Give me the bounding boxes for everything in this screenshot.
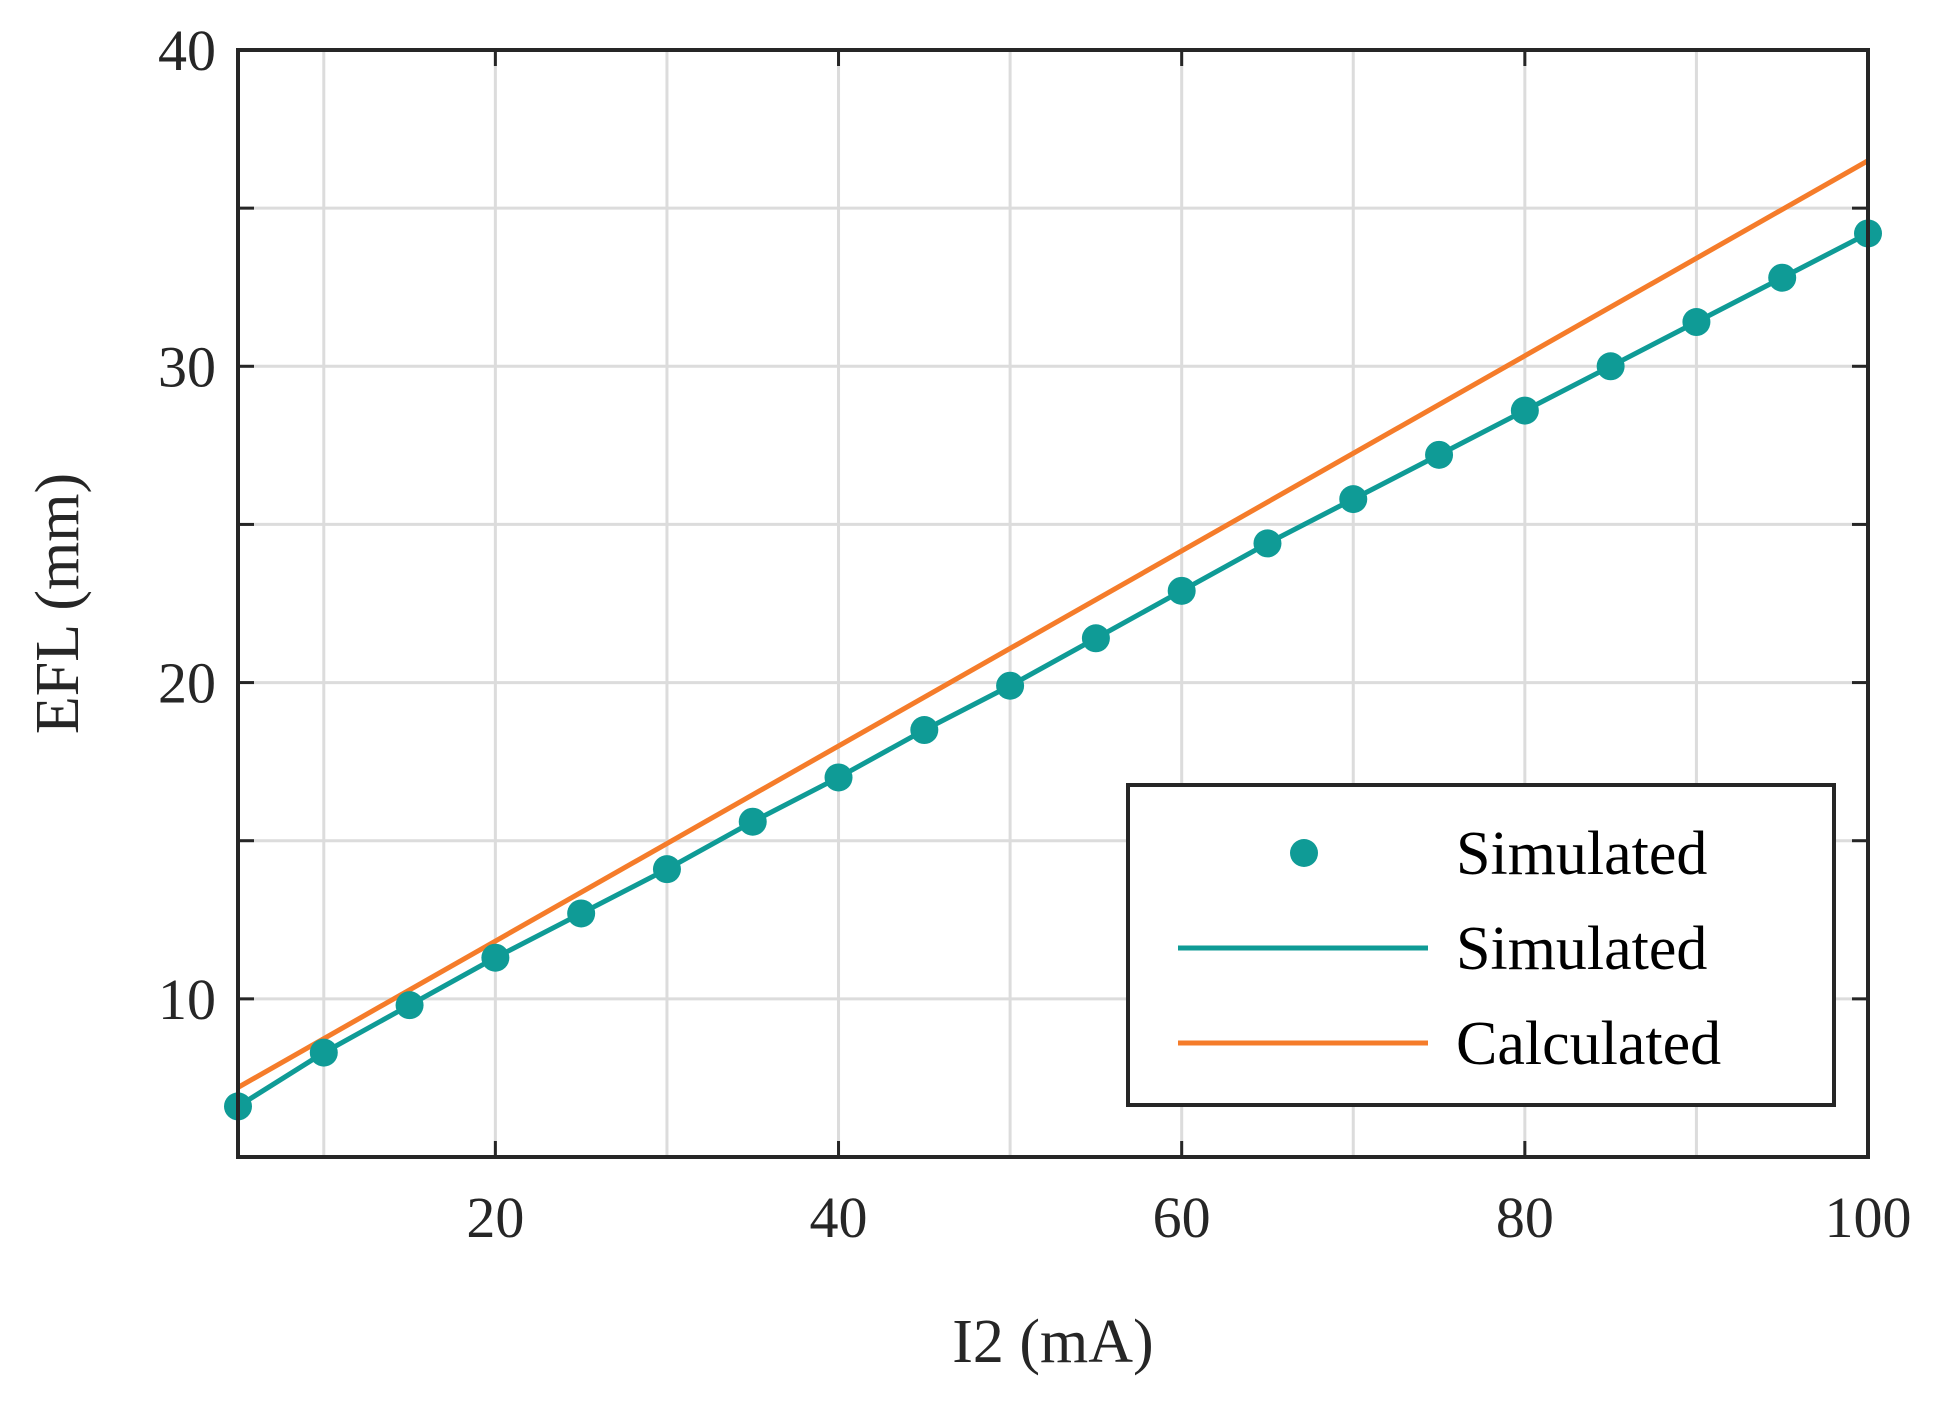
axes-box bbox=[236, 48, 1870, 1159]
x-axis-title: I2 (mA) bbox=[952, 1308, 1153, 1376]
simulated-point bbox=[395, 991, 424, 1020]
x-tick-label: 60 bbox=[1153, 1185, 1211, 1250]
simulated-point bbox=[1682, 308, 1711, 337]
x-tick-label: 40 bbox=[810, 1185, 868, 1250]
y-tick-label: 10 bbox=[158, 967, 216, 1032]
simulated-point bbox=[996, 671, 1025, 700]
simulated-point bbox=[567, 899, 596, 928]
y-tick-label: 30 bbox=[158, 334, 216, 399]
simulated-point bbox=[1768, 263, 1797, 292]
y-tick-label: 20 bbox=[158, 651, 216, 716]
simulated-point bbox=[824, 763, 853, 792]
simulated-point bbox=[1253, 529, 1282, 558]
x-tick-label: 100 bbox=[1825, 1185, 1912, 1250]
calculated-line bbox=[236, 158, 1870, 1090]
legend-box bbox=[1126, 783, 1836, 1107]
axis-ticks: 20 40 60 80 100 10 20 30 40 bbox=[158, 18, 1912, 1250]
plot-series bbox=[224, 158, 1882, 1121]
simulated-point bbox=[738, 807, 767, 836]
simulated-point bbox=[1339, 485, 1368, 514]
y-tick-label: 40 bbox=[158, 18, 216, 83]
legend-marker-simulated bbox=[1290, 839, 1318, 867]
legend: Simulated Simulated Calculated bbox=[1126, 783, 1836, 1107]
x-tick-label: 80 bbox=[1496, 1185, 1554, 1250]
simulated-point bbox=[1596, 352, 1625, 381]
simulated-point bbox=[1167, 576, 1196, 605]
y-axis-title: EFL (mm) bbox=[24, 473, 92, 734]
legend-label: Simulated bbox=[1456, 915, 1707, 983]
simulated-point bbox=[1425, 440, 1454, 469]
simulated-point bbox=[481, 943, 510, 972]
simulated-point bbox=[1081, 624, 1110, 653]
legend-label: Calculated bbox=[1456, 1010, 1721, 1078]
simulated-point bbox=[652, 855, 681, 884]
simulated-point bbox=[309, 1038, 338, 1067]
simulated-point bbox=[910, 716, 939, 745]
simulated-line bbox=[236, 231, 1870, 1109]
simulated-point bbox=[1510, 396, 1539, 425]
legend-label: Simulated bbox=[1456, 820, 1707, 888]
x-tick-label: 20 bbox=[466, 1185, 524, 1250]
